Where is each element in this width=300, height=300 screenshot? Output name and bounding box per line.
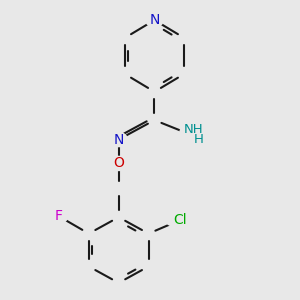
Ellipse shape [109, 132, 128, 147]
Text: NH: NH [184, 123, 203, 136]
Text: O: O [113, 156, 124, 170]
Ellipse shape [165, 212, 195, 228]
Text: F: F [55, 209, 63, 223]
Ellipse shape [50, 208, 68, 224]
Text: Cl: Cl [173, 213, 187, 227]
Text: N: N [149, 13, 160, 27]
Text: N: N [113, 133, 124, 146]
Text: H: H [194, 133, 203, 146]
Ellipse shape [179, 121, 208, 146]
Ellipse shape [145, 12, 164, 28]
Ellipse shape [109, 156, 128, 171]
